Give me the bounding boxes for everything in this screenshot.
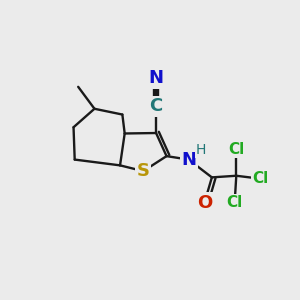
Text: C: C — [149, 98, 163, 116]
Text: Cl: Cl — [226, 195, 243, 210]
Text: Cl: Cl — [228, 142, 244, 157]
Text: H: H — [196, 143, 206, 157]
Text: N: N — [148, 69, 164, 87]
Text: S: S — [137, 162, 150, 180]
Text: N: N — [181, 151, 196, 169]
Text: Cl: Cl — [253, 171, 269, 186]
Text: O: O — [197, 194, 212, 212]
